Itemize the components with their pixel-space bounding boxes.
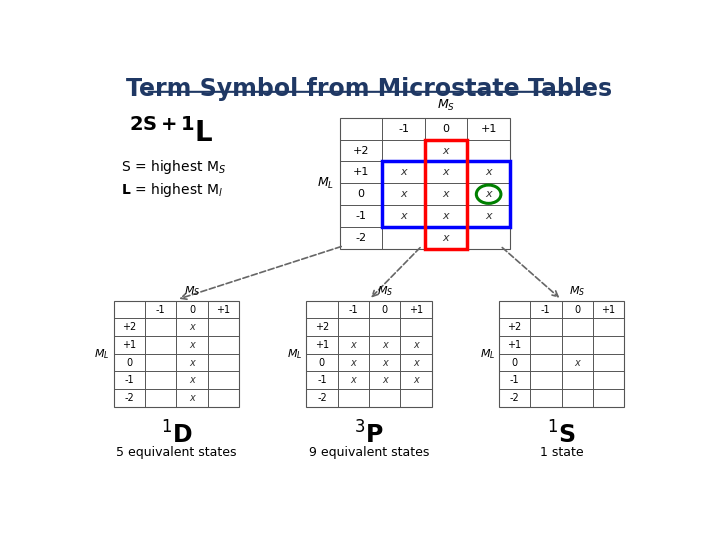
Text: $\mathbf{L}$ = highest M$_l$: $\mathbf{L}$ = highest M$_l$ [121, 180, 222, 199]
Text: -1: -1 [356, 211, 366, 221]
Text: $^1$S: $^1$S [547, 421, 576, 449]
Text: x: x [400, 211, 407, 221]
Text: x: x [189, 393, 195, 403]
Text: -1: -1 [510, 375, 519, 385]
Text: 0: 0 [443, 124, 449, 134]
Text: $M_S$: $M_S$ [377, 284, 393, 298]
Text: $M_L$: $M_L$ [480, 347, 495, 361]
Text: +2: +2 [122, 322, 137, 332]
Text: -1: -1 [348, 305, 358, 315]
Text: x: x [443, 146, 449, 156]
Text: x: x [351, 340, 356, 350]
Text: x: x [382, 357, 387, 368]
Text: -1: -1 [125, 375, 134, 385]
Text: x: x [485, 167, 492, 177]
Bar [499, 301, 624, 407]
Text: -1: -1 [398, 124, 409, 134]
Bar [114, 301, 239, 407]
Bar [340, 118, 510, 249]
Text: x: x [485, 211, 492, 221]
Text: $M_S$: $M_S$ [437, 98, 455, 113]
Text: S = highest M$_S$: S = highest M$_S$ [121, 158, 226, 176]
Text: -1: -1 [156, 305, 166, 315]
Text: 0: 0 [574, 305, 580, 315]
Text: 9 equivalent states: 9 equivalent states [309, 446, 429, 460]
Text: +1: +1 [409, 305, 423, 315]
Text: +1: +1 [353, 167, 369, 177]
Text: 0: 0 [357, 189, 364, 199]
Text: 0: 0 [126, 357, 132, 368]
Text: $^1$D: $^1$D [161, 421, 192, 449]
Text: x: x [443, 233, 449, 243]
Text: $M_L$: $M_L$ [287, 347, 302, 361]
Text: 0: 0 [511, 357, 518, 368]
Text: Term Symbol from Microstate Tables: Term Symbol from Microstate Tables [126, 77, 612, 102]
Text: +1: +1 [122, 340, 137, 350]
Text: -2: -2 [510, 393, 519, 403]
Text: x: x [443, 189, 449, 199]
Text: x: x [189, 375, 195, 385]
Text: +2: +2 [508, 322, 521, 332]
Text: -2: -2 [356, 233, 366, 243]
Text: x: x [189, 322, 195, 332]
Text: x: x [351, 357, 356, 368]
Text: x: x [189, 340, 195, 350]
Text: +1: +1 [315, 340, 329, 350]
Text: +1: +1 [508, 340, 521, 350]
Text: +2: +2 [315, 322, 329, 332]
Text: x: x [413, 357, 419, 368]
Text: -1: -1 [317, 375, 327, 385]
Text: -2: -2 [317, 393, 327, 403]
Text: x: x [382, 375, 387, 385]
Text: 0: 0 [319, 357, 325, 368]
Text: x: x [351, 375, 356, 385]
Text: $^3$P: $^3$P [354, 421, 384, 449]
Text: 0: 0 [189, 305, 195, 315]
Text: +1: +1 [601, 305, 616, 315]
Text: 5 equivalent states: 5 equivalent states [116, 446, 237, 460]
Text: x: x [575, 357, 580, 368]
Bar [425, 140, 467, 249]
Text: +1: +1 [480, 124, 497, 134]
Text: x: x [413, 340, 419, 350]
Text: +1: +1 [217, 305, 230, 315]
Text: $\mathbf{^{2S+1}L}$: $\mathbf{^{2S+1}L}$ [129, 118, 214, 149]
Text: x: x [485, 189, 492, 199]
Text: x: x [443, 167, 449, 177]
Text: x: x [443, 211, 449, 221]
Text: $M_L$: $M_L$ [94, 347, 110, 361]
Text: -2: -2 [125, 393, 135, 403]
Text: +2: +2 [353, 146, 369, 156]
Text: x: x [400, 167, 407, 177]
Bar [382, 161, 510, 227]
Text: 1 state: 1 state [540, 446, 583, 460]
Text: 0: 0 [382, 305, 388, 315]
Text: $M_S$: $M_S$ [569, 284, 585, 298]
Text: x: x [189, 357, 195, 368]
Text: $M_S$: $M_S$ [184, 284, 200, 298]
Text: $M_L$: $M_L$ [318, 176, 335, 191]
Bar [306, 301, 432, 407]
Text: x: x [382, 340, 387, 350]
Text: x: x [400, 189, 407, 199]
Text: x: x [413, 375, 419, 385]
Text: -1: -1 [541, 305, 551, 315]
